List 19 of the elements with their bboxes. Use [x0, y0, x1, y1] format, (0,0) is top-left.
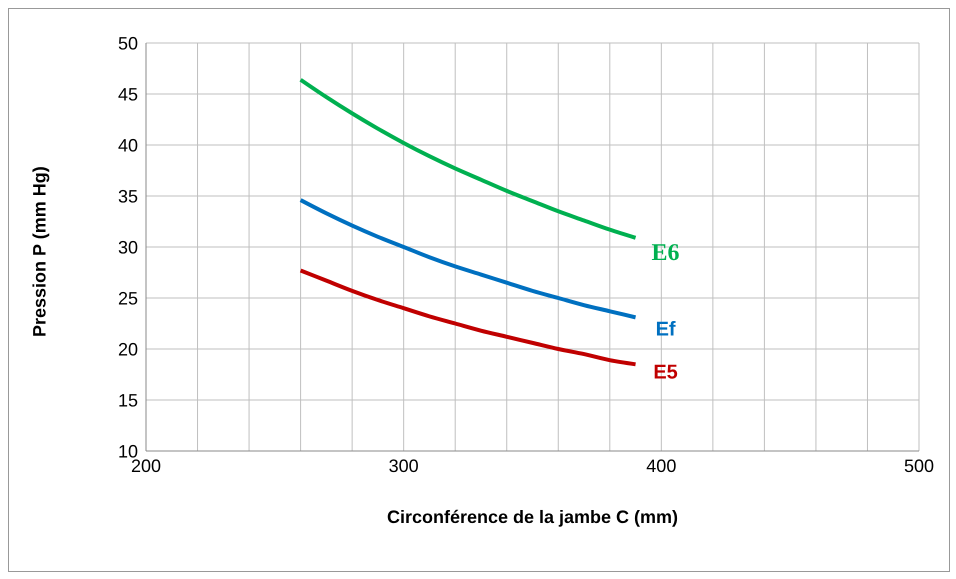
line-series — [298, 198, 638, 320]
series-label: Ef — [656, 318, 676, 340]
y-tick-label: 15 — [118, 390, 138, 410]
y-axis-title: Pression P (mm Hg) — [29, 166, 50, 337]
y-tick-label: 20 — [118, 339, 138, 360]
series-label: E5 — [653, 361, 678, 384]
y-tick-label: 25 — [118, 288, 138, 308]
y-tick-label: 50 — [118, 33, 138, 54]
line-series — [298, 268, 638, 366]
x-axis-title: Circonférence de la jambe C (mm) — [386, 507, 678, 527]
y-tick-label: 40 — [118, 135, 138, 156]
y-tick-label: 30 — [118, 237, 138, 258]
x-tick-label: 400 — [646, 456, 676, 476]
line-series — [298, 78, 638, 240]
y-tick-label: 45 — [118, 84, 138, 104]
x-tick-label: 300 — [388, 456, 419, 476]
series-label: E6 — [652, 240, 680, 266]
x-tick-label: 500 — [904, 456, 934, 476]
y-tick-label: 35 — [118, 186, 138, 206]
